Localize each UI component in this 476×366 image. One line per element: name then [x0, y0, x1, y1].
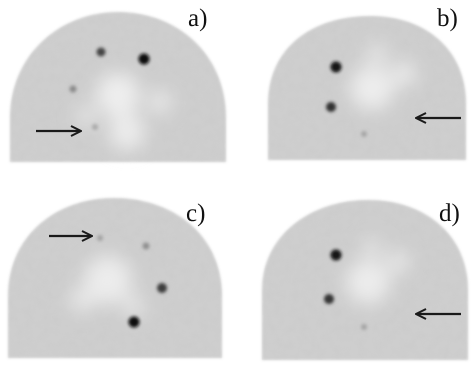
warm-regions-b: [350, 44, 416, 110]
warm-regions-c: [70, 256, 144, 316]
warm-regions-d: [346, 239, 409, 304]
panel-b-image: [268, 16, 466, 160]
panel-label-b: b): [437, 5, 458, 32]
panel-label-c: c): [186, 200, 206, 227]
panel-label-d: d): [439, 200, 460, 227]
warm-regions-a: [76, 73, 171, 150]
hot-lesions-a: [69, 47, 150, 130]
panel-label-a: a): [188, 5, 208, 32]
panel-d-image: [262, 200, 468, 360]
hot-lesions-b: [326, 61, 367, 137]
hot-lesions-d: [324, 249, 367, 330]
panel-a-image: [10, 12, 226, 162]
panel-c-image: [8, 198, 222, 358]
hot-lesions-c: [97, 235, 167, 328]
